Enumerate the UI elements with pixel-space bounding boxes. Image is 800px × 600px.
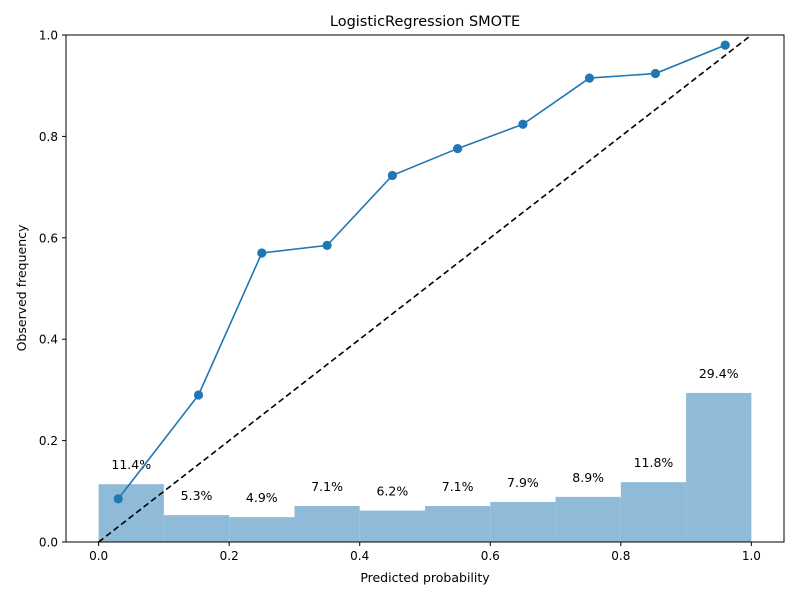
calibration-curve-point: [387, 170, 397, 181]
reference-line-layer: [98, 34, 752, 543]
x-tick-label: 1.0: [742, 549, 761, 563]
histogram-bar: [294, 506, 360, 542]
histogram-bar-label: 29.4%: [699, 366, 739, 381]
x-tick-label: 0.6: [481, 549, 500, 563]
histogram-bar-label: 7.1%: [311, 479, 343, 494]
calibration-curve-point: [193, 390, 204, 400]
x-tick-label: 0.4: [350, 549, 369, 563]
histogram-bar: [163, 515, 230, 542]
calibration-curve-point: [650, 68, 661, 79]
calibration-curve-point: [257, 248, 267, 258]
x-tick-label: 0.8: [611, 549, 630, 563]
calibration-curve-point: [453, 143, 463, 154]
histogram-bar: [359, 510, 425, 542]
y-tick-label: 0.4: [39, 333, 58, 347]
histogram-bar: [425, 506, 491, 542]
histogram-labels: 11.4%5.3% 4.9%7.1% 6.2% 7.1% 7.9% 8.9%11.8%29…: [111, 366, 738, 505]
y-tick-label: 1.0: [39, 29, 58, 43]
chart-title: LogisticRegression SMOTE: [330, 14, 520, 30]
reference-diagonal-line: [98, 34, 752, 543]
y-tick-label: 0.6: [39, 231, 58, 245]
histogram-bar-label: 7.9%: [507, 475, 539, 490]
histogram-bar: [555, 496, 621, 542]
calibration-curve-point: [584, 73, 595, 83]
y-axis-label: Observed frequency: [14, 224, 29, 351]
histogram-bar: [686, 392, 752, 542]
histogram-bar-label: 5.3%: [181, 488, 213, 503]
histogram-bar-label: 7.1%: [442, 479, 474, 494]
calibration-curve-point: [720, 40, 730, 50]
histogram-bar-label: 6.2%: [376, 484, 408, 499]
calibration-curve-point: [113, 494, 123, 504]
y-tick-label: 0.2: [39, 434, 58, 448]
histogram-bar-label: 4.9%: [246, 490, 278, 505]
calibration-curve-layer: [113, 40, 730, 504]
x-axis-ticks: 0.0 0.2 0.4 0.6 0.8 1.0: [89, 542, 761, 563]
calibration-curve-point: [518, 119, 528, 129]
plot-frame: [65, 34, 785, 543]
histogram-bar: [229, 517, 295, 542]
histogram-layer: [98, 392, 752, 542]
y-tick-label: 0.0: [39, 536, 58, 550]
y-tick-label: 0.8: [39, 130, 58, 144]
x-tick-label: 0.2: [220, 549, 239, 563]
histogram-bar: [620, 482, 687, 542]
y-axis-ticks: 0.0 0.2 0.4 0.6 0.8 1.0: [39, 29, 66, 550]
x-axis-label: Predicted probability: [360, 570, 490, 585]
histogram-bar: [98, 484, 164, 542]
calibration-curve-line: [117, 44, 726, 500]
histogram-bar-label: 8.9%: [572, 470, 604, 485]
histogram-bar: [490, 501, 556, 542]
calibration-curve-point: [322, 240, 332, 251]
x-tick-label: 0.0: [89, 549, 108, 563]
histogram-bar-label: 11.8%: [634, 455, 674, 470]
